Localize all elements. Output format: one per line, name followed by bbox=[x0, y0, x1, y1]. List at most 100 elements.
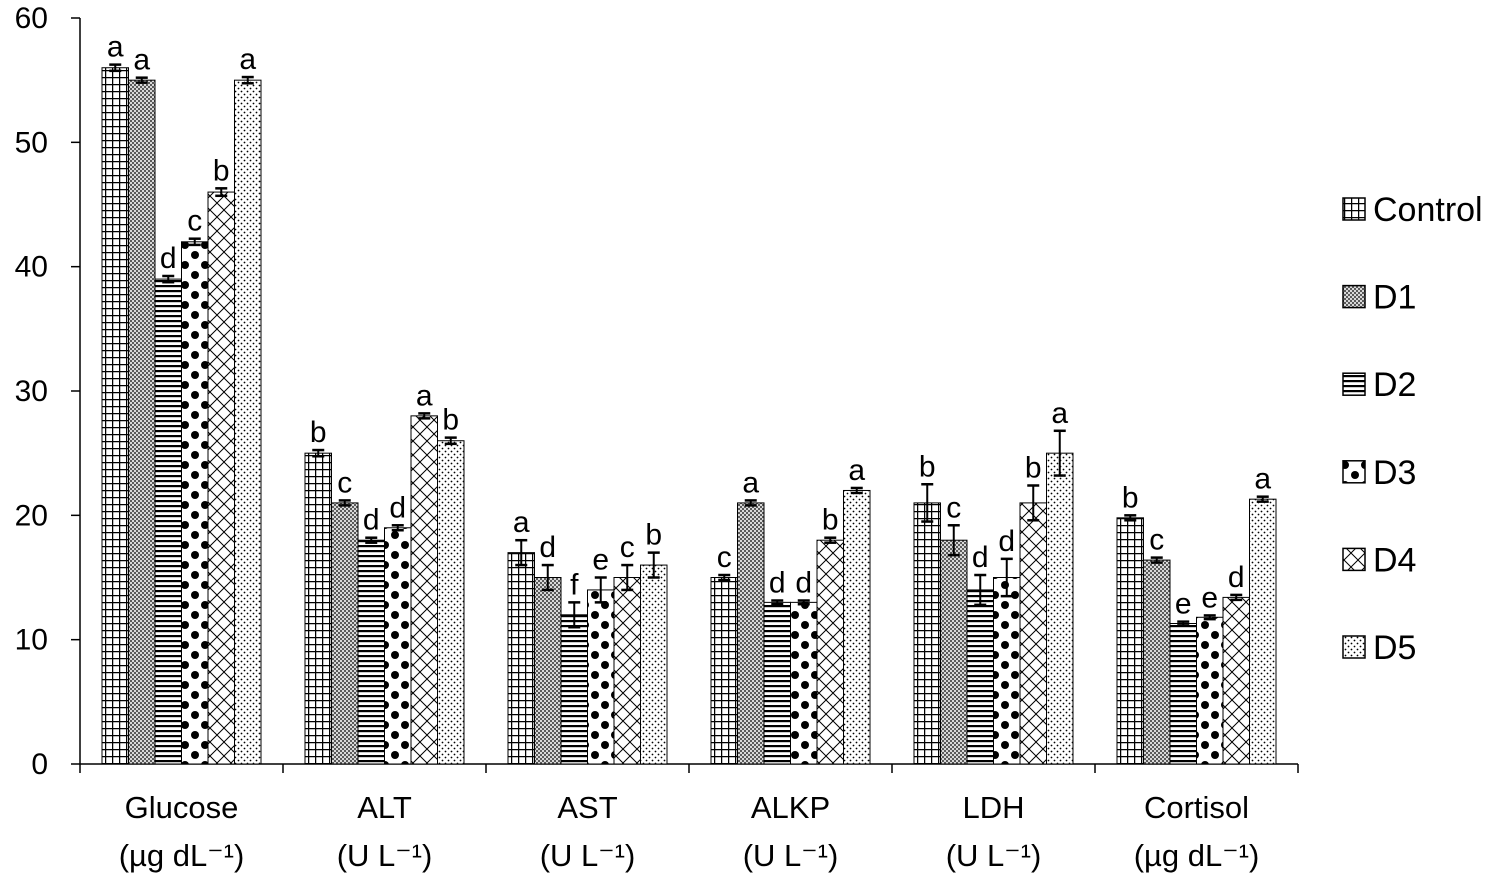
bar bbox=[128, 79, 156, 765]
significance-letter: d bbox=[795, 567, 812, 600]
legend-label: D4 bbox=[1373, 541, 1416, 579]
significance-letter: e bbox=[1175, 588, 1192, 621]
bar bbox=[640, 564, 668, 765]
legend-swatch bbox=[1342, 460, 1366, 484]
legend-label: D5 bbox=[1373, 629, 1416, 667]
significance-letter: d bbox=[363, 504, 380, 537]
x-axis: Glucose (µg dL⁻¹) ALT (U L⁻¹) AST (U L⁻¹) ALKP… bbox=[79, 763, 1299, 873]
bar bbox=[1143, 559, 1171, 765]
y-axis: 0 10 20 30 40 50 60 bbox=[15, 2, 81, 781]
significance-letter: f bbox=[570, 568, 579, 601]
bar bbox=[613, 577, 641, 765]
bar bbox=[710, 577, 738, 765]
bar bbox=[207, 191, 235, 765]
category-label: Cortisol bbox=[1144, 790, 1249, 825]
significance-letter: c bbox=[620, 531, 635, 564]
bar bbox=[331, 502, 359, 765]
legend-label: D1 bbox=[1373, 279, 1416, 317]
y-tick-label: 40 bbox=[15, 251, 48, 284]
bar bbox=[1222, 596, 1250, 765]
legend-label: D2 bbox=[1373, 366, 1416, 404]
legend-label: Control bbox=[1373, 191, 1483, 229]
significance-letter: c bbox=[1149, 524, 1164, 557]
bar bbox=[1196, 616, 1224, 765]
significance-letter: b bbox=[442, 404, 459, 437]
significance-letter: c bbox=[337, 466, 352, 499]
category-label: Glucose bbox=[125, 790, 239, 825]
significance-letter: d bbox=[972, 541, 989, 574]
category-label: ALT bbox=[357, 790, 412, 825]
category-unit-label: (U L⁻¹) bbox=[946, 838, 1042, 873]
significance-letter: d bbox=[769, 567, 786, 600]
bar bbox=[913, 502, 941, 765]
bar bbox=[1116, 517, 1144, 765]
bar bbox=[101, 67, 129, 765]
bar bbox=[1019, 502, 1047, 765]
bar bbox=[560, 614, 588, 765]
significance-letter: b bbox=[1122, 481, 1139, 514]
category-unit-label: (U L⁻¹) bbox=[337, 838, 433, 873]
legend-label: D3 bbox=[1373, 454, 1416, 492]
bar bbox=[410, 415, 438, 765]
legend-swatch bbox=[1342, 547, 1366, 572]
significance-letter: d bbox=[160, 242, 177, 275]
significance-letter: b bbox=[1025, 451, 1042, 484]
legend-swatch bbox=[1342, 197, 1366, 221]
bar bbox=[790, 601, 818, 765]
significance-letter: a bbox=[416, 379, 433, 412]
bar bbox=[993, 577, 1021, 765]
bar bbox=[304, 452, 332, 765]
y-tick-label: 10 bbox=[15, 624, 48, 657]
bar bbox=[1169, 623, 1197, 765]
category-label: AST bbox=[557, 790, 617, 825]
significance-letter: b bbox=[919, 450, 936, 483]
bar bbox=[763, 601, 791, 765]
bar bbox=[843, 489, 871, 765]
bar bbox=[966, 589, 994, 765]
y-tick-label: 0 bbox=[31, 748, 48, 781]
category-unit-label: (µg dL⁻¹) bbox=[1134, 838, 1260, 873]
bar bbox=[357, 539, 385, 765]
significance-letter: a bbox=[107, 31, 124, 64]
significance-letter: a bbox=[742, 466, 759, 499]
category-label: LDH bbox=[962, 790, 1024, 825]
bar-series-d2: ddf dde bbox=[154, 242, 1197, 765]
y-tick-label: 20 bbox=[15, 499, 48, 532]
bar bbox=[587, 589, 615, 765]
significance-letter: a bbox=[1051, 397, 1068, 430]
legend-swatch bbox=[1342, 284, 1366, 309]
y-tick-label: 50 bbox=[15, 126, 48, 159]
bar bbox=[816, 539, 844, 765]
bar bbox=[1249, 498, 1277, 765]
significance-letter: c bbox=[717, 541, 732, 574]
bar bbox=[181, 241, 209, 765]
legend-swatch bbox=[1342, 635, 1366, 659]
significance-letter: a bbox=[1254, 463, 1271, 496]
significance-letter: e bbox=[592, 544, 609, 577]
significance-letter: c bbox=[946, 491, 961, 524]
bar bbox=[1046, 452, 1074, 765]
bar bbox=[154, 278, 182, 765]
significance-letter: a bbox=[133, 44, 150, 77]
bar bbox=[384, 527, 412, 765]
bar bbox=[507, 552, 535, 765]
category-label: ALKP bbox=[751, 790, 830, 825]
significance-letter: e bbox=[1201, 581, 1218, 614]
bar bbox=[534, 577, 562, 765]
significance-letter: b bbox=[822, 504, 839, 537]
bar bbox=[940, 539, 968, 765]
significance-letter: d bbox=[389, 491, 406, 524]
legend: Control D1 D2 D3 D4 D5 bbox=[1342, 191, 1483, 667]
bar bbox=[737, 502, 765, 765]
significance-letter: d bbox=[1228, 561, 1245, 594]
bar bbox=[234, 79, 262, 765]
legend-swatch bbox=[1342, 372, 1366, 396]
significance-letter: d bbox=[998, 525, 1015, 558]
significance-letter: b bbox=[645, 519, 662, 552]
